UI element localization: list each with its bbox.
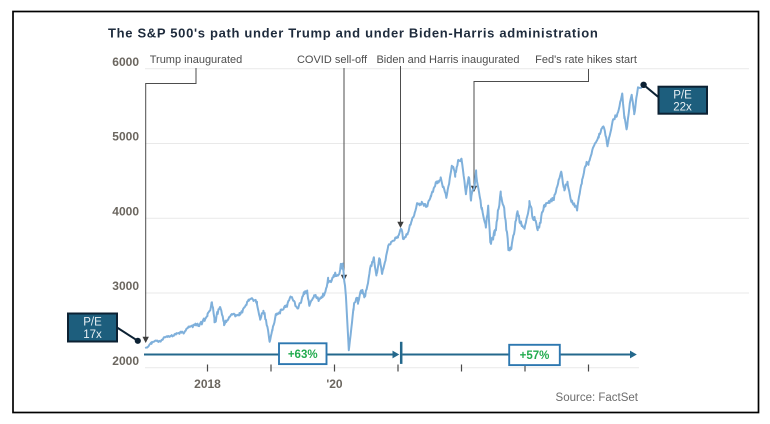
svg-text:COVID sell-off: COVID sell-off — [297, 54, 368, 66]
svg-text:3000: 3000 — [112, 279, 139, 293]
svg-text:+63%: +63% — [288, 349, 318, 361]
svg-text:The S&P 500's path under Trump: The S&P 500's path under Trump and under… — [108, 26, 598, 41]
svg-text:2000: 2000 — [112, 354, 139, 368]
svg-text:Fed's rate hikes start: Fed's rate hikes start — [535, 54, 637, 66]
svg-text:P/E: P/E — [673, 90, 692, 102]
svg-text:+57%: +57% — [520, 350, 550, 362]
svg-text:Source: FactSet: Source: FactSet — [556, 392, 639, 404]
svg-text:4000: 4000 — [112, 205, 139, 219]
svg-text:2018: 2018 — [194, 377, 221, 391]
svg-text:17x: 17x — [83, 329, 102, 341]
svg-text:Biden and Harris inaugurated: Biden and Harris inaugurated — [376, 54, 519, 66]
svg-text:5000: 5000 — [112, 130, 139, 144]
svg-text:Trump inaugurated: Trump inaugurated — [150, 54, 243, 66]
svg-text:'20: '20 — [326, 377, 343, 391]
svg-text:22x: 22x — [673, 102, 692, 114]
svg-text:6000: 6000 — [112, 55, 139, 69]
svg-text:P/E: P/E — [83, 317, 102, 329]
